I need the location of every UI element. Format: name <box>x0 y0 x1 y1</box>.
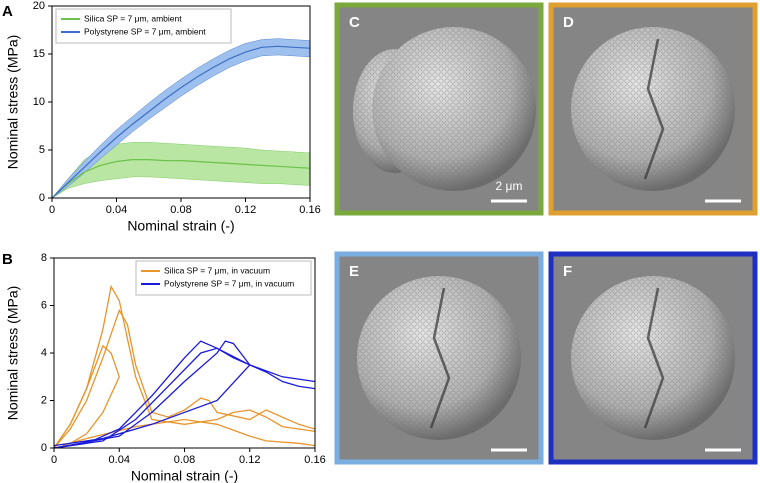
panel-label: A <box>2 3 13 20</box>
series-curve <box>54 340 315 448</box>
legend-label: Silica SP = 7 μm, in vacuum <box>164 265 270 275</box>
axes-frame <box>53 257 316 449</box>
x-tick-label: 0.08 <box>170 204 191 216</box>
sem-particle-texture <box>571 27 735 191</box>
legend-label: Polystyrene SP = 7 μm, ambient <box>84 26 206 36</box>
series-curve <box>54 344 315 448</box>
panel-label: D <box>563 14 574 31</box>
x-tick-label: 0.04 <box>109 454 130 466</box>
y-tick-label: 8 <box>41 252 47 264</box>
panel-border <box>334 2 544 216</box>
x-tick-label: 0 <box>49 204 55 216</box>
x-tick-label: 0.12 <box>239 454 260 466</box>
panel-label: C <box>349 14 360 31</box>
y-tick-label: 15 <box>33 48 45 60</box>
sem-particle-texture <box>571 276 735 440</box>
series-curve <box>54 347 315 448</box>
legend-box <box>135 260 312 296</box>
sem-crack <box>429 287 451 429</box>
y-tick-label: 6 <box>41 299 47 311</box>
sem-particle-texture <box>372 27 536 191</box>
x-tick-label: 0.04 <box>106 204 127 216</box>
x-tick-label: 0.12 <box>235 204 256 216</box>
y-tick-label: 4 <box>41 347 47 359</box>
y-tick-label: 10 <box>33 96 45 108</box>
y-tick-label: 5 <box>39 144 45 156</box>
y-tick-label: 2 <box>41 394 47 406</box>
axes-frame <box>51 5 311 199</box>
y-axis-label: Nominal stress (MPa) <box>5 35 21 170</box>
confidence-band <box>52 38 310 198</box>
plot-area <box>52 38 310 198</box>
panel-border <box>548 251 758 465</box>
y-tick-label: 0 <box>39 192 45 204</box>
x-tick-label: 0.16 <box>304 454 325 466</box>
series-line <box>52 45 310 198</box>
sem-particle-texture <box>357 276 521 440</box>
panel-border <box>548 2 758 216</box>
legend-box <box>55 8 232 44</box>
y-tick-label: 20 <box>33 0 45 12</box>
x-tick-label: 0.08 <box>174 454 195 466</box>
x-tick-label: 0.16 <box>299 204 320 216</box>
legend-label: Polystyrene SP = 7 μm, in vacuum <box>164 278 294 288</box>
plot-area <box>54 284 315 448</box>
panel-border <box>334 251 544 465</box>
x-axis-label: Nominal strain (-) <box>127 218 234 234</box>
series-line <box>52 159 310 198</box>
confidence-band <box>52 142 310 198</box>
y-axis-label: Nominal stress (MPa) <box>5 286 21 421</box>
sem-crack <box>643 287 665 429</box>
panel-label: B <box>2 251 13 268</box>
x-tick-label: 0 <box>51 454 57 466</box>
series-curve <box>54 284 315 448</box>
panel-label: E <box>349 263 359 280</box>
sem-crack <box>643 38 665 180</box>
panel-label: F <box>563 263 572 280</box>
y-tick-label: 0 <box>41 442 47 454</box>
series-curve <box>54 308 315 448</box>
scale-bar-label: 2 μm <box>496 179 523 193</box>
x-axis-label: Nominal strain (-) <box>131 468 238 483</box>
legend-label: Silica SP = 7 μm, ambient <box>84 13 182 23</box>
series-curve <box>54 340 251 448</box>
